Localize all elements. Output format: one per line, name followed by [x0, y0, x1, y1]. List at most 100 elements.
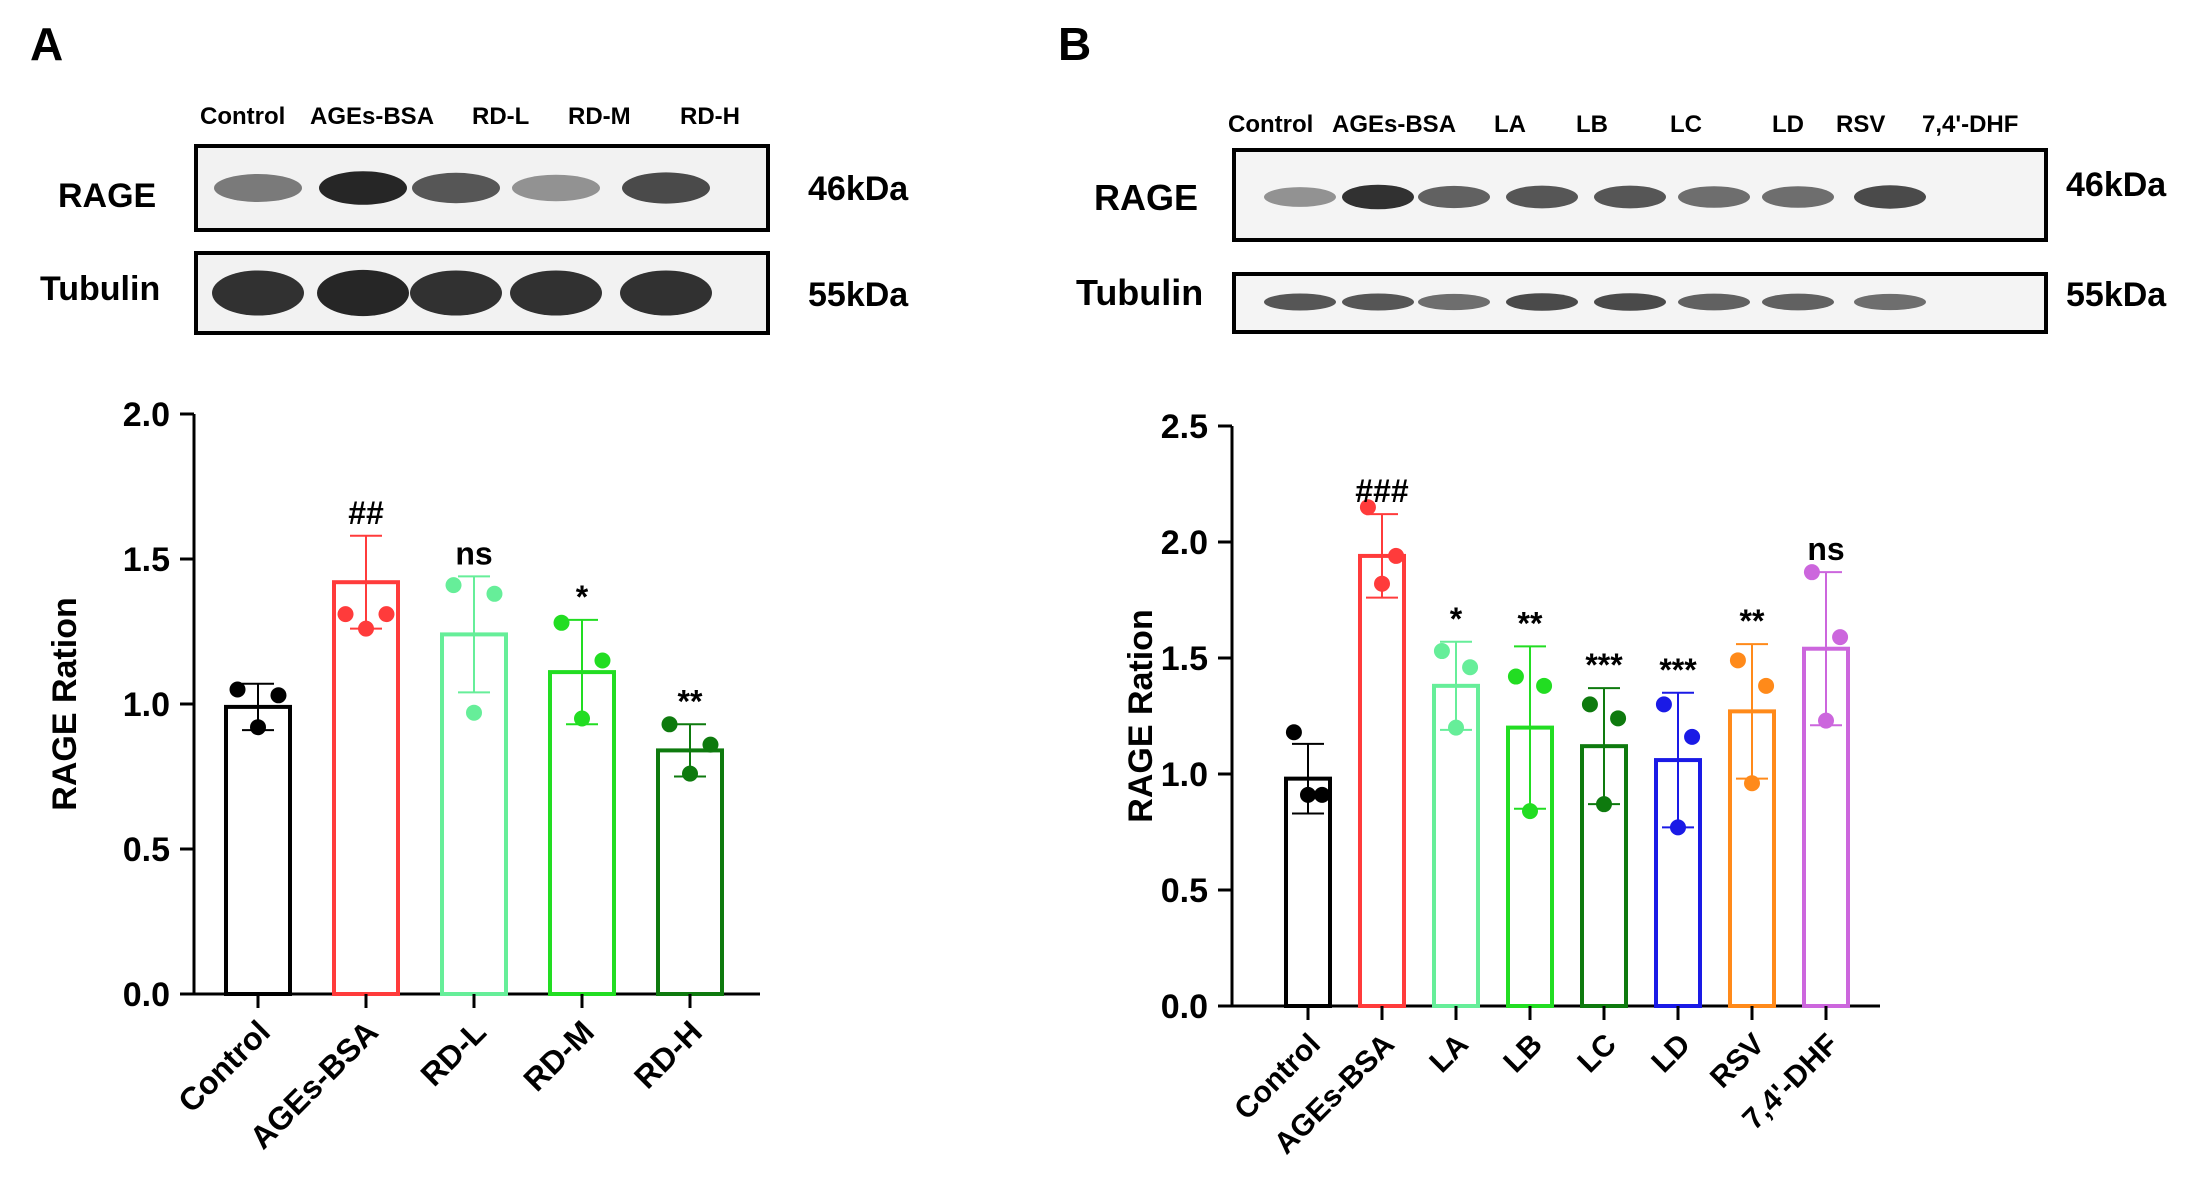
panel-b-rage-label: RAGE — [1094, 177, 1198, 218]
panel-b-data-point — [1610, 710, 1627, 727]
panel-a-data-point — [229, 681, 246, 698]
panel-b-y-tick-label: 0.0 — [1161, 988, 1208, 1026]
panel-a-tubulin-bands — [212, 269, 712, 317]
panel-a: A Control AGEs-BSA RD-L RD-M RD-H RAGE T… — [30, 18, 909, 1156]
panel-b-lane-label: LD — [1772, 111, 1804, 138]
panel-b-tubulin-band — [1854, 293, 1926, 311]
panel-b-data-point — [1758, 677, 1775, 694]
panel-b-data-point — [1522, 803, 1538, 820]
panel-a-data-point — [661, 716, 678, 733]
panel-b-lane-label: LB — [1576, 111, 1608, 138]
panel-b-label: B — [1058, 18, 1091, 70]
panel-a-x-tick-label: RD-H — [627, 1013, 709, 1095]
panel-a-lane-label: Control — [200, 103, 285, 130]
panel-b-tubulin-label: Tubulin — [1076, 272, 1203, 313]
panel-b-data-point — [1670, 819, 1686, 836]
panel-a-tubulin-band — [620, 270, 712, 316]
panel-a-data-point — [682, 765, 698, 782]
panel-a-data-point — [574, 710, 590, 727]
panel-a-data-point — [486, 585, 503, 602]
panel-b-rage-band — [1762, 186, 1834, 208]
panel-b-rage-size: 46kDa — [2066, 166, 2167, 204]
panel-a-significance-label: ns — [455, 535, 492, 571]
panel-a-rage-band — [214, 174, 302, 202]
panel-a-data-point — [594, 652, 611, 669]
panel-b-tubulin-band — [1762, 293, 1834, 311]
panel-b-rage-band — [1506, 185, 1578, 209]
panel-a-y-axis-label: RAGE Ration — [46, 597, 84, 810]
panel-b-data-point — [1314, 786, 1331, 803]
panel-b-blot: Control AGEs-BSA LA LB LC LD RSV 7,4'-DH… — [1076, 111, 2167, 334]
panel-a-x-tick-label: RD-L — [413, 1013, 492, 1092]
panel-a-rage-band — [319, 171, 407, 205]
panel-a-data-point — [378, 606, 395, 623]
panel-a-tubulin-band — [410, 270, 502, 316]
panel-b-lane-label: LA — [1494, 111, 1526, 138]
panel-a-data-point — [445, 577, 462, 594]
panel-a-significance-label: ** — [678, 683, 703, 719]
panel-a-tubulin-band — [510, 270, 602, 316]
panel-b-tubulin-band — [1678, 293, 1750, 311]
panel-a-data-point — [337, 606, 354, 623]
panel-a-y-tick-label: 0.5 — [123, 831, 170, 869]
panel-b-data-point — [1300, 786, 1316, 803]
panel-a-significance-label: * — [576, 579, 589, 615]
panel-b-y-tick-label: 1.5 — [1161, 640, 1208, 678]
panel-b-rage-bands — [1264, 184, 1926, 210]
panel-b-lane-label: 7,4'-DHF — [1922, 111, 2018, 138]
panel-b-rage-band — [1854, 185, 1926, 209]
panel-b-significance-label: *** — [1659, 652, 1697, 688]
panel-b-lane-label: RSV — [1836, 111, 1885, 138]
panel-a-lane-label: RD-H — [680, 103, 740, 130]
panel-a-bar — [656, 748, 724, 997]
panel-b-data-point — [1818, 712, 1834, 729]
panel-b-y-tick-label: 2.0 — [1161, 524, 1208, 562]
panel-b-data-point — [1507, 668, 1524, 685]
panel-b-y-axis-label: RAGE Ration — [1122, 609, 1160, 822]
panel-a-y-tick-label: 1.5 — [123, 541, 170, 579]
panel-b-rage-band — [1418, 185, 1490, 209]
panel-a-data-point — [358, 620, 374, 637]
panel-a-rage-band — [512, 174, 600, 202]
panel-b-lane-label: AGEs-BSA — [1332, 111, 1456, 138]
panel-b-tubulin-band — [1264, 293, 1336, 311]
panel-a-data-point — [466, 704, 482, 721]
panel-a-y-tick-label: 1.0 — [123, 686, 170, 724]
panel-a-lane-label: AGEs-BSA — [310, 103, 434, 130]
panel-b-data-point — [1388, 547, 1405, 564]
panel-b-significance-label: ** — [1740, 603, 1765, 639]
panel-b-rage-band — [1678, 186, 1750, 208]
panel-a-rage-band — [412, 172, 500, 204]
panel-b-data-point — [1832, 629, 1849, 646]
panel-a-data-point — [702, 736, 719, 753]
panel-b-x-tick-label: LB — [1497, 1028, 1549, 1080]
panel-b-data-point — [1433, 643, 1450, 660]
panel-b-data-point — [1448, 719, 1464, 736]
panel-a-data-point — [270, 687, 287, 704]
panel-b-x-tick-label: RSV — [1704, 1028, 1771, 1095]
panel-b-significance-label: *** — [1585, 647, 1623, 683]
panel-b-y-tick-label: 0.5 — [1161, 872, 1208, 910]
panel-a-bar — [224, 704, 292, 997]
panel-b-significance-label: * — [1450, 601, 1463, 637]
panel-a-significance-label: ## — [348, 495, 384, 531]
panel-b-y-tick-label: 2.5 — [1161, 408, 1208, 446]
panel-b-data-point — [1536, 677, 1553, 694]
panel-b-rage-band — [1264, 187, 1336, 207]
panel-b-lane-label: Control — [1228, 111, 1313, 138]
panel-b-x-tick-label: LA — [1423, 1028, 1475, 1080]
panel-a-lane-labels: Control AGEs-BSA RD-L RD-M RD-H — [200, 103, 740, 130]
panel-b-lane-labels: Control AGEs-BSA LA LB LC LD RSV 7,4'-DH… — [1228, 111, 2018, 138]
panel-a-blot: Control AGEs-BSA RD-L RD-M RD-H RAGE Tub… — [40, 103, 909, 335]
panel-b-rage-band — [1342, 184, 1414, 210]
panel-b-data-point — [1803, 564, 1820, 581]
panel-a-bar — [332, 580, 400, 996]
panel-b-tubulin-size: 55kDa — [2066, 276, 2167, 314]
panel-a-label: A — [30, 18, 63, 70]
panel-b-data-point — [1581, 696, 1598, 713]
panel-b-data-point — [1655, 696, 1672, 713]
panel-b-significance-label: ns — [1807, 531, 1844, 567]
